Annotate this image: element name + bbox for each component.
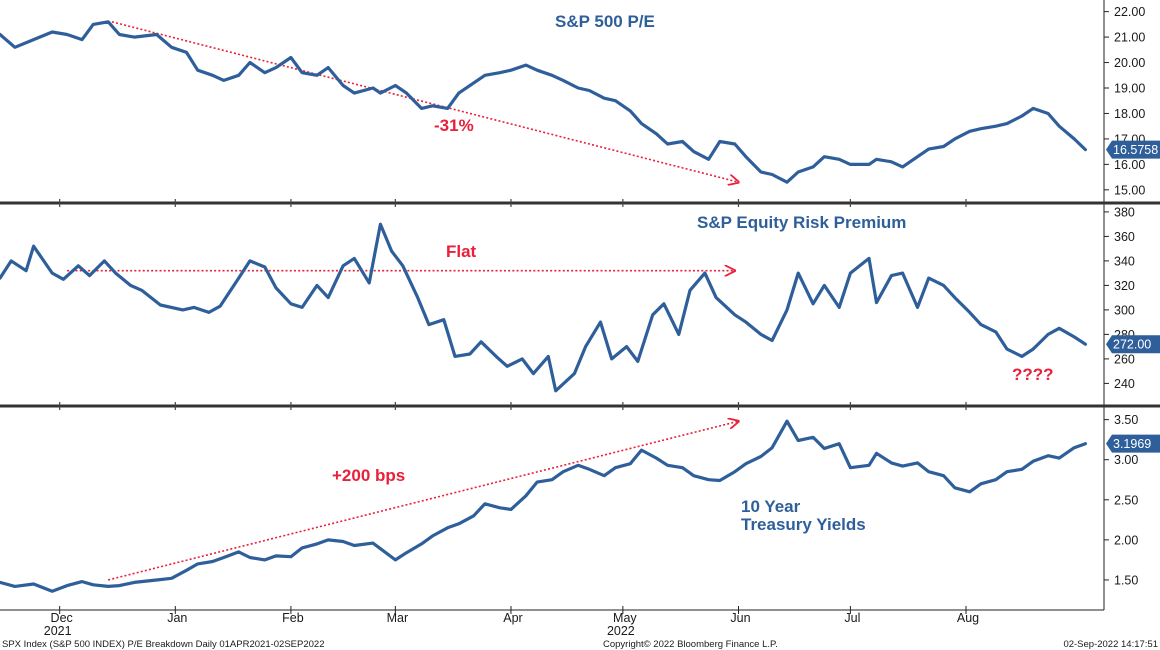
y-tick-label: 340	[1114, 254, 1135, 268]
y-tick-label: 380	[1114, 205, 1135, 219]
series-line	[0, 419, 1087, 593]
y-tick-label: 2.50	[1114, 493, 1138, 507]
y-tick-label: 3.00	[1114, 453, 1138, 467]
x-year-label: 2021	[44, 624, 72, 638]
last-value-box	[1106, 335, 1160, 354]
erp-annotation: Flat	[446, 242, 477, 261]
x-tick-label: Jun	[730, 611, 750, 625]
series-lines	[0, 20, 1087, 593]
last-value-label: 272.00	[1113, 338, 1151, 352]
trend-arrow	[111, 21, 739, 182]
erp-panel-title: S&P Equity Risk Premium	[697, 213, 906, 232]
last-value-badge: 16.5758	[1106, 140, 1160, 159]
y-tick-label: 360	[1114, 230, 1135, 244]
pe-annotation: -31%	[434, 116, 474, 135]
last-value-box	[1106, 140, 1160, 159]
y-axes: 15.0016.0017.0018.0019.0020.0021.0022.00…	[1104, 5, 1160, 587]
last-value-label: 3.1969	[1113, 437, 1151, 451]
erp-question-annotation: ????	[1012, 365, 1054, 384]
y-tick-label: 18.00	[1114, 107, 1145, 121]
x-tick-label: Aug	[957, 611, 979, 625]
panel-frames	[0, 0, 1160, 610]
y-tick-label: 2.00	[1114, 533, 1138, 547]
last-value-label: 16.5758	[1113, 143, 1158, 157]
y-tick-label: 320	[1114, 279, 1135, 293]
y-tick-label: 260	[1114, 352, 1135, 366]
x-tick-label: Jan	[167, 611, 187, 625]
panel-labels: S&P 500 P/E -31% S&P Equity Risk Premium…	[332, 12, 1054, 534]
last-value-badge: 3.1969	[1106, 434, 1160, 453]
series-line	[0, 222, 1087, 393]
yield-panel-title-line1: 10 Year	[741, 497, 801, 516]
x-tick-label: Feb	[282, 611, 304, 625]
x-year-label: 2022	[607, 624, 635, 638]
x-tick-label: May	[613, 611, 637, 625]
y-tick-label: 3.50	[1114, 413, 1138, 427]
y-tick-label: 19.00	[1114, 82, 1145, 96]
y-tick-label: 16.00	[1114, 158, 1145, 172]
yield-annotation: +200 bps	[332, 466, 405, 485]
footer-source: SPX Index (S&P 500 INDEX) P/E Breakdown …	[2, 639, 324, 650]
footer-timestamp: 02-Sep-2022 14:17:51	[1063, 639, 1158, 650]
yield-panel-title-line2: Treasury Yields	[741, 515, 866, 534]
trend-arrows	[67, 21, 739, 581]
footer-copyright: Copyright© 2022 Bloomberg Finance L.P.	[603, 639, 778, 650]
last-value-box	[1106, 434, 1160, 453]
y-tick-label: 15.00	[1114, 183, 1145, 197]
x-tick-label: Dec	[51, 611, 73, 625]
y-tick-label: 22.00	[1114, 5, 1145, 19]
pe-panel-title: S&P 500 P/E	[555, 12, 655, 31]
series-line	[0, 20, 1087, 184]
y-tick-label: 300	[1114, 303, 1135, 317]
x-tick-label: Jul	[844, 611, 860, 625]
x-tick-label: Mar	[387, 611, 409, 625]
y-tick-label: 1.50	[1114, 573, 1138, 587]
trend-arrow	[107, 421, 738, 581]
y-tick-label: 20.00	[1114, 56, 1145, 70]
footer: SPX Index (S&P 500 INDEX) P/E Breakdown …	[2, 639, 1158, 650]
x-tick-label: Apr	[503, 611, 522, 625]
y-tick-label: 240	[1114, 377, 1135, 391]
x-axis: Dec Jan Feb Mar Apr May Jun Jul Aug 2021 2022	[0, 199, 1104, 638]
last-value-badge: 272.00	[1106, 335, 1160, 354]
y-tick-label: 21.00	[1114, 31, 1145, 45]
